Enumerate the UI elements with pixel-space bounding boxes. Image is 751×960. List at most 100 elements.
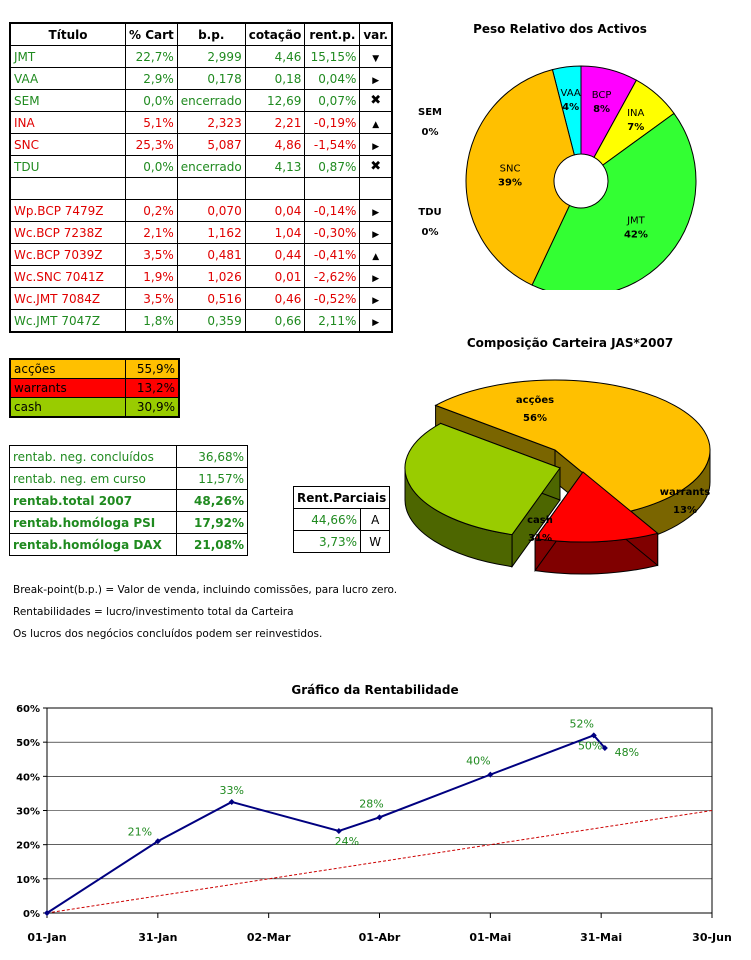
down-arrow-icon: ▼ — [372, 53, 380, 64]
cell-cart: 0,0% — [125, 155, 178, 178]
series-point — [487, 771, 494, 778]
cell-cotacao: 0,01 — [244, 265, 306, 288]
returns-label: rentab.homóloga DAX — [9, 533, 177, 556]
y-tick-label: 30% — [16, 807, 40, 818]
col-cotacao: cotação — [244, 22, 306, 46]
returns-label: rentab.total 2007 — [9, 489, 177, 512]
right-arrow-icon: ▶ — [372, 141, 380, 152]
cell-cotacao: 1,04 — [244, 221, 306, 244]
portfolio-row: Wc.SNC 7041Z 1,9% 1,026 0,01 -2,62% ▶ — [9, 265, 393, 288]
cell-bp: 2,999 — [176, 45, 246, 68]
series-point — [335, 828, 342, 834]
data-label: 24% — [335, 835, 359, 848]
cell-cotacao: 0,44 — [244, 243, 306, 266]
cell-cotacao: 4,86 — [244, 133, 306, 156]
cell-cotacao: 0,04 — [244, 199, 306, 222]
cell-cart: 25,3% — [125, 133, 178, 156]
portfolio-row — [9, 177, 393, 200]
y-tick-label: 20% — [16, 841, 40, 852]
portfolio-row: VAA 2,9% 0,178 0,18 0,04% ▶ — [9, 67, 393, 90]
alloc-value: 30,9% — [125, 397, 180, 418]
cell-cart: 1,8% — [125, 309, 178, 333]
data-label: 21% — [128, 825, 152, 838]
cell-bp: 0,178 — [176, 67, 246, 90]
trend-line — [46, 810, 713, 914]
x-tick-label: 30-Jun — [692, 931, 732, 944]
cell-bp: 0,070 — [176, 199, 246, 222]
cell-bp: 1,026 — [176, 265, 246, 288]
allocation-table: acções 55,9% warrants 13,2% cash 30,9% — [9, 358, 180, 418]
returns-row: rentab. neg. em curso 11,57% — [9, 467, 248, 490]
cell-var: ▶ — [359, 265, 393, 288]
pie1-label-name: JMT — [626, 215, 646, 226]
note-rentabilidades: Rentabilidades = lucro/investimento tota… — [13, 606, 294, 618]
right-arrow-icon: ▶ — [372, 273, 380, 284]
x-tick-label: 01-Mai — [469, 931, 511, 944]
cell-bp: 1,162 — [176, 221, 246, 244]
cell-rent: -0,41% — [304, 243, 361, 266]
right-arrow-icon: ▶ — [372, 317, 380, 328]
x-tick-label: 02-Mar — [247, 931, 291, 944]
close-icon: ✖ — [370, 159, 382, 174]
y-tick-label: 60% — [16, 704, 40, 715]
cell-bp: encerrado — [176, 155, 246, 178]
allocation-row: warrants 13,2% — [9, 378, 180, 398]
cell-rent: -2,62% — [304, 265, 361, 288]
pie1-label-value: 0% — [422, 127, 439, 138]
cell-titulo: SNC — [9, 133, 126, 156]
cell-cart: 0,0% — [125, 89, 178, 112]
allocation-row: cash 30,9% — [9, 397, 180, 418]
portfolio-row: JMT 22,7% 2,999 4,46 15,15% ▼ — [9, 45, 393, 68]
cell-rent: 0,04% — [304, 67, 361, 90]
y-tick-label: 50% — [16, 738, 40, 749]
cell-cart: 0,2% — [125, 199, 178, 222]
portfolio-row: Wp.BCP 7479Z 0,2% 0,070 0,04 -0,14% ▶ — [9, 199, 393, 222]
empty-cell — [125, 177, 178, 200]
returns-value: 11,57% — [176, 467, 248, 490]
note-lucros: Os lucros dos negócios concluídos podem … — [13, 628, 323, 640]
cell-cotacao: 0,46 — [244, 287, 306, 310]
x-tick-label: 01-Abr — [359, 931, 401, 944]
returns-value: 48,26% — [176, 489, 248, 512]
y-tick-label: 0% — [23, 909, 40, 920]
series-point — [44, 910, 50, 916]
pie1-label-value: 0% — [422, 227, 439, 238]
pie2-label-value: 31% — [528, 533, 552, 544]
cell-var: ▶ — [359, 309, 393, 333]
cell-rent: -0,52% — [304, 287, 361, 310]
partial-header: Rent.Parciais — [292, 486, 391, 509]
cell-bp: 5,087 — [176, 133, 246, 156]
alloc-value: 13,2% — [125, 378, 180, 398]
portfolio-row: Wc.JMT 7047Z 1,8% 0,359 0,66 2,11% ▶ — [9, 309, 393, 333]
cell-rent: -0,30% — [304, 221, 361, 244]
pie1-label-value: 4% — [562, 102, 579, 113]
cell-titulo: JMT — [9, 45, 126, 68]
col-titulo: Título — [9, 22, 126, 46]
empty-cell — [176, 177, 246, 200]
portfolio-row: SEM 0,0% encerrado 12,69 0,07% ✖ — [9, 89, 393, 112]
y-tick-label: 40% — [16, 772, 40, 783]
alloc-label: cash — [9, 397, 126, 418]
pie1-slice-jmt — [531, 112, 697, 290]
portfolio-row: TDU 0,0% encerrado 4,13 0,87% ✖ — [9, 155, 393, 178]
data-label: 40% — [466, 755, 490, 768]
empty-cell — [304, 177, 361, 200]
returns-label: rentab.homóloga PSI — [9, 511, 177, 534]
cell-cart: 2,1% — [125, 221, 178, 244]
cell-rent: -1,54% — [304, 133, 361, 156]
portfolio-row: SNC 25,3% 5,087 4,86 -1,54% ▶ — [9, 133, 393, 156]
line-chart: 0% 10% 20% 30% 40% 50% 60% 01-Jan 31-Jan 02-Mar 01… — [16, 704, 732, 944]
cell-var: ✖ — [359, 155, 393, 178]
cell-titulo: VAA — [9, 67, 126, 90]
cell-rent: -0,19% — [304, 111, 361, 134]
close-icon: ✖ — [370, 93, 382, 108]
cell-cotacao: 2,21 — [244, 111, 306, 134]
pie1-title: Peso Relativo dos Activos — [473, 22, 647, 36]
partial-value: 44,66% — [292, 508, 362, 531]
data-label-extra: 50% — [578, 740, 602, 753]
cell-var: ✖ — [359, 89, 393, 112]
returns-row: rentab.homóloga PSI 17,92% — [9, 511, 248, 534]
x-tick-label: 31-Mai — [580, 931, 622, 944]
line-title: Gráfico da Rentabilidade — [291, 683, 459, 697]
cell-cotacao: 4,13 — [244, 155, 306, 178]
